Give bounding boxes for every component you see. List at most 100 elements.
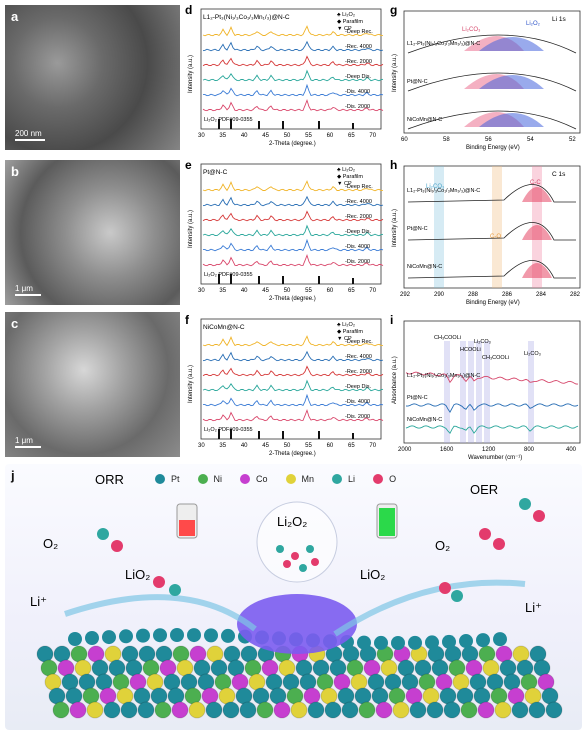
slab-atom xyxy=(120,701,138,719)
slab-atom xyxy=(465,659,483,677)
slab-atom xyxy=(248,673,266,691)
slab-atom xyxy=(188,701,206,719)
x-tick-label: 65 xyxy=(348,288,355,294)
trace-label: -Dis. 2000 xyxy=(345,259,370,265)
legend-label: Li xyxy=(348,474,356,484)
ir-trace xyxy=(405,403,579,413)
slab-atom xyxy=(418,673,436,691)
slab-atom xyxy=(150,687,168,705)
surface-atom xyxy=(204,628,218,643)
lio2-right-label: LiO₂ xyxy=(360,567,385,582)
sem-panel-c: c 1 μm xyxy=(5,312,180,457)
slab-atom xyxy=(265,673,283,691)
slab-atom xyxy=(172,645,190,663)
trace-label: -Dis. 4000 xyxy=(345,244,370,250)
slab-atom xyxy=(448,659,466,677)
slab-atom xyxy=(210,659,228,677)
slab-atom xyxy=(431,659,449,677)
x-tick-label: 58 xyxy=(443,137,450,143)
slab-atom xyxy=(533,659,551,677)
xps-envelope xyxy=(407,222,576,241)
panel-tag: g xyxy=(390,3,397,17)
x-tick-label: 35 xyxy=(219,133,226,139)
x-axis-label: Binding Energy (eV) xyxy=(466,145,520,151)
sem-panel-a: a 200 nm xyxy=(5,5,180,150)
surface-atom xyxy=(85,631,99,646)
core-level-label: Li 1s xyxy=(552,16,566,23)
atom-swatch xyxy=(285,474,296,484)
molecule-atom xyxy=(169,584,181,596)
trace-label: -Deep Dis. xyxy=(345,74,371,80)
ir-trace xyxy=(405,425,579,434)
cc-fit xyxy=(522,187,552,202)
slab-atom xyxy=(371,687,389,705)
slab-atom xyxy=(541,687,559,705)
y-axis-label: Absorbance (a.u.) xyxy=(392,356,398,404)
slab-atom xyxy=(499,659,517,677)
slab-atom xyxy=(384,673,402,691)
slab-atom xyxy=(171,701,189,719)
x-tick-label: 56 xyxy=(485,137,492,143)
slab-atom xyxy=(112,673,130,691)
y-axis-label: Intensity (a.u.) xyxy=(188,55,194,93)
absorption-band xyxy=(444,341,450,443)
panel-tag: d xyxy=(185,3,192,17)
slab-atom xyxy=(520,673,538,691)
slab-atom xyxy=(478,645,496,663)
li2o2-atom xyxy=(276,545,284,553)
cc-fit xyxy=(522,263,552,278)
xps-envelope xyxy=(407,110,577,130)
slab-atom xyxy=(477,701,495,719)
slab-atom xyxy=(82,687,100,705)
xrd-trace xyxy=(202,409,384,422)
molecule-atom xyxy=(97,528,109,540)
peak-label: Li₂O₂ xyxy=(526,21,541,27)
legend-item-o: O xyxy=(373,474,396,484)
slab-atom xyxy=(290,701,308,719)
slab-atom xyxy=(121,645,139,663)
legend-item-co: Co xyxy=(240,474,268,484)
slab-atom xyxy=(197,673,215,691)
li-left-label: Li⁺ xyxy=(30,594,47,609)
slab-atom xyxy=(61,673,79,691)
element-legend: Pt Ni Co Mn Li O xyxy=(155,474,396,484)
x-tick-label: 1600 xyxy=(440,447,454,453)
xrd-trace xyxy=(202,69,384,82)
scale-bar: 1 μm xyxy=(15,436,41,448)
x-tick-label: 30 xyxy=(198,288,205,294)
slab-atom xyxy=(329,659,347,677)
slab-atom xyxy=(91,659,109,677)
band-annotation: CH₃COOLi xyxy=(482,355,509,361)
li2o2-fit xyxy=(479,75,544,89)
x-tick-label: 40 xyxy=(241,133,248,139)
band-annotation: Li₂CO₃ xyxy=(474,339,491,345)
li-right-label: Li⁺ xyxy=(525,600,542,615)
slab-atom xyxy=(529,645,547,663)
atom-swatch xyxy=(240,474,251,484)
legend-item-pt: Pt xyxy=(155,474,180,484)
slab-atom xyxy=(103,701,121,719)
surface-atom xyxy=(221,628,235,643)
slab-atom xyxy=(44,673,62,691)
slab-atom xyxy=(155,645,173,663)
xrd-trace xyxy=(202,99,384,112)
band-co xyxy=(492,166,502,288)
slab-atom xyxy=(320,687,338,705)
panel-tag: f xyxy=(185,313,190,327)
x-tick-label: 70 xyxy=(369,133,376,139)
slab-atom xyxy=(261,659,279,677)
x-tick-label: 50 xyxy=(284,443,291,449)
slab-atom xyxy=(401,673,419,691)
slab-atom xyxy=(443,701,461,719)
surface-atom xyxy=(102,630,116,645)
xrd-trace xyxy=(202,350,384,362)
scale-bar: 200 nm xyxy=(15,129,45,141)
slab-atom xyxy=(278,659,296,677)
slab-atom xyxy=(358,701,376,719)
slab-atom xyxy=(69,701,87,719)
slab-atom xyxy=(218,687,236,705)
li2o2-label: Li₂O₂ xyxy=(277,514,307,529)
sample-label: Pt@N-C xyxy=(407,226,428,232)
band-label: C-C xyxy=(530,180,541,186)
slab-atom xyxy=(214,673,232,691)
